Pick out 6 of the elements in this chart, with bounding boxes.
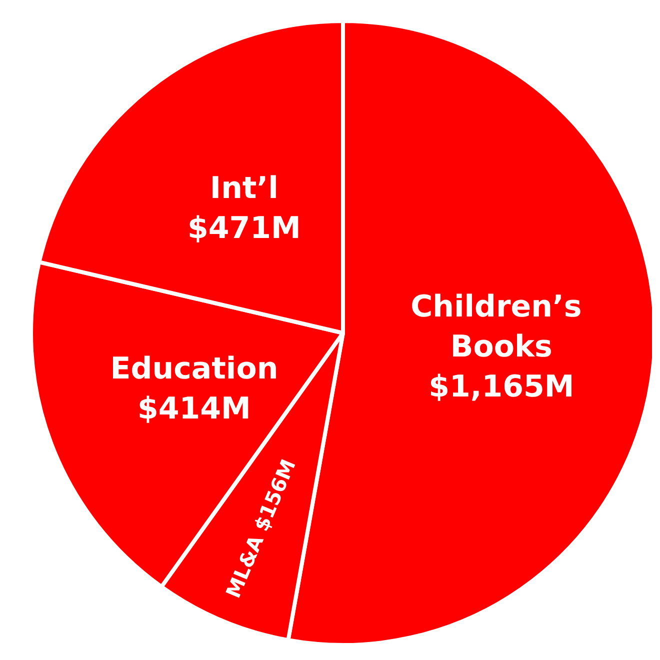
slice-label: Int’l	[210, 170, 278, 206]
slice-label: Education	[110, 352, 278, 387]
data-label: $471M	[187, 210, 301, 246]
data-label: $414M	[138, 392, 251, 427]
data-label: $1,165M	[428, 370, 574, 405]
slice-label: Children’s Books	[410, 290, 592, 365]
